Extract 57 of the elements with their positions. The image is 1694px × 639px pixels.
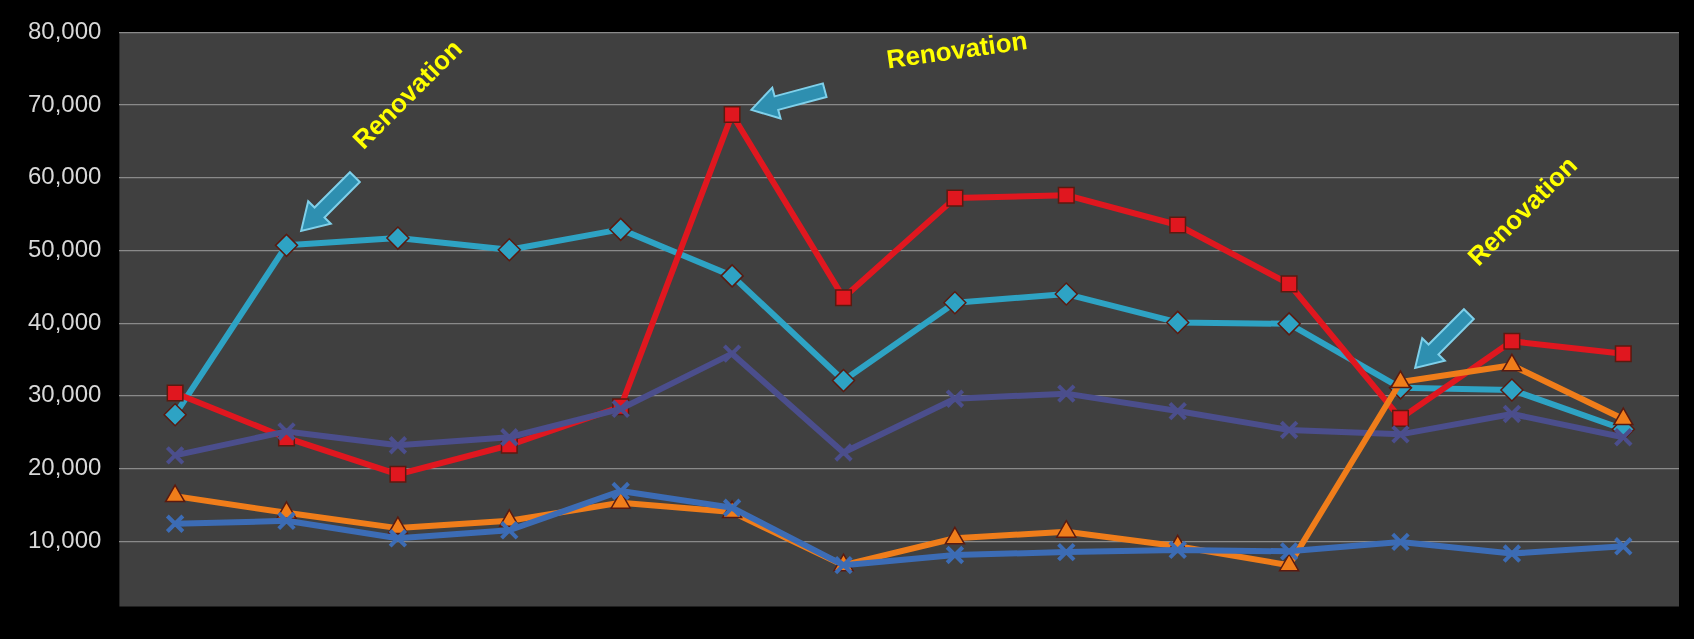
point [166, 384, 184, 402]
y-tick-label: 50,000 [28, 235, 102, 263]
point [1390, 424, 1411, 445]
point [499, 427, 520, 448]
point [165, 513, 185, 534]
point [386, 226, 410, 250]
point [831, 368, 856, 393]
point [1502, 404, 1522, 424]
point [1390, 532, 1411, 552]
point [163, 402, 187, 427]
point [1169, 216, 1187, 234]
point [1056, 383, 1077, 404]
point [833, 442, 854, 463]
point [1167, 540, 1188, 560]
point [834, 289, 853, 307]
point [1167, 401, 1188, 421]
point [1614, 345, 1632, 363]
point [1054, 282, 1079, 306]
point [1277, 312, 1301, 336]
point [946, 189, 964, 207]
point [388, 435, 408, 456]
point [1165, 310, 1190, 335]
point [276, 511, 297, 531]
point [608, 217, 633, 242]
point [1056, 542, 1077, 562]
point [722, 343, 742, 364]
point [720, 264, 744, 288]
y-tick-label: 60,000 [28, 162, 102, 190]
point [1057, 186, 1075, 204]
point [165, 445, 185, 466]
point [1500, 378, 1524, 402]
point [945, 545, 965, 565]
point [497, 237, 522, 262]
point [1280, 275, 1298, 293]
y-tick-label: 40,000 [28, 307, 102, 335]
point [1613, 536, 1634, 557]
point [1613, 427, 1634, 448]
point [610, 481, 631, 501]
point [389, 465, 407, 483]
annotation: Renovation [884, 25, 1029, 75]
y-tick-label: 70,000 [28, 89, 102, 117]
y-tick-label: 80,000 [28, 17, 102, 45]
y-tick-label: 10,000 [28, 525, 102, 553]
point [1279, 541, 1299, 562]
point [1279, 420, 1299, 440]
point [276, 421, 297, 442]
point [943, 291, 967, 315]
point [945, 388, 965, 409]
point [1502, 543, 1522, 564]
point [1503, 332, 1521, 350]
point [1391, 409, 1410, 427]
y-tick-label: 20,000 [28, 453, 102, 481]
y-tick-label: 30,000 [28, 380, 102, 408]
point [274, 233, 299, 258]
point [499, 520, 520, 541]
point [723, 106, 741, 124]
point [388, 528, 408, 549]
